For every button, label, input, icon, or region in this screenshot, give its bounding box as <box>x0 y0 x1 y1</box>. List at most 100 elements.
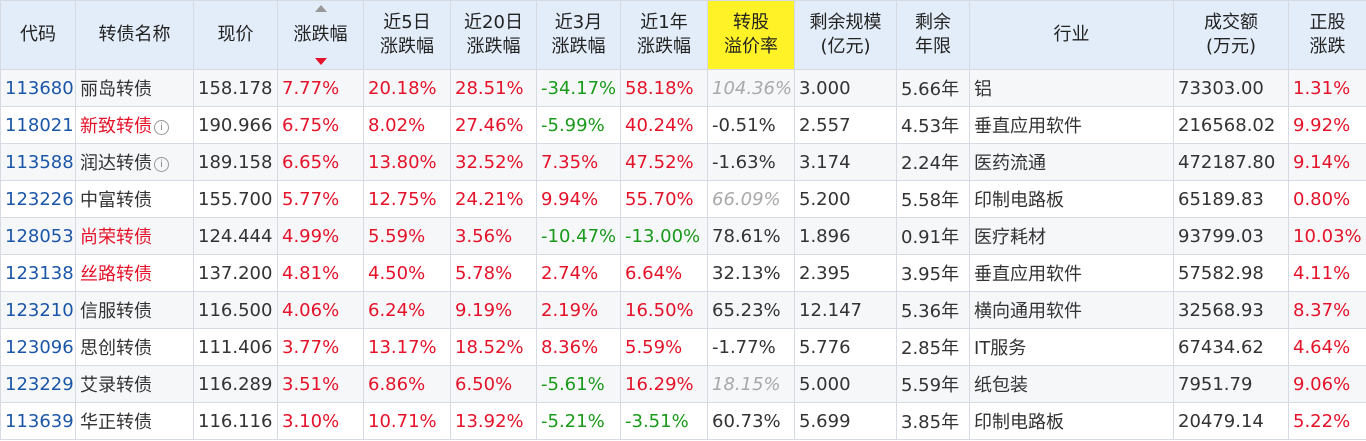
bond-code-cell[interactable]: 123229 <box>0 365 76 403</box>
header-label: 溢价率 <box>724 36 778 57</box>
change-3m-cell-text: -10.47% <box>541 225 617 247</box>
price-cell: 158.178 <box>193 69 278 107</box>
col-header-premium[interactable]: 转股 溢价率 <box>707 0 795 70</box>
change-3m-cell: 2.74% <box>536 254 621 292</box>
bond-name-cell[interactable]: 尚荣转债 <box>75 217 194 255</box>
table-row[interactable]: 118021 新致转债 i 190.966 6.75% 8.02% 27.46% -5.99%… <box>0 106 1366 144</box>
turnover-cell: 7951.79 <box>1173 365 1289 403</box>
turnover-cell: 57582.98 <box>1173 254 1289 292</box>
change-5d-cell: 6.24% <box>363 291 451 329</box>
header-label: 转股 <box>733 12 769 33</box>
col-header-industry[interactable]: 行业 <box>969 0 1174 70</box>
bond-name-cell[interactable]: 润达转债 i <box>75 143 194 181</box>
table-row[interactable]: 123226 中富转债 155.700 5.77% 12.75% 24.21% 9.94% 5… <box>0 180 1366 218</box>
years-cell: 0.91年 <box>896 217 970 255</box>
table-row[interactable]: 123096 思创转债 111.406 3.77% 13.17% 18.52% 8.36% 5… <box>0 328 1366 366</box>
bond-name-cell[interactable]: 新致转债 i <box>75 106 194 144</box>
change-3m-cell-text: -5.21% <box>541 410 605 432</box>
bond-name-cell[interactable]: 中富转债 <box>75 180 194 218</box>
change-20d-cell-text: 5.78% <box>455 262 513 284</box>
table-row[interactable]: 113680 丽岛转债 158.178 7.77% 20.18% 28.51% -34.17… <box>0 69 1366 107</box>
bond-code-cell-text: 123138 <box>5 262 74 284</box>
bond-code-cell[interactable]: 123138 <box>0 254 76 292</box>
turnover-cell-text: 216568.02 <box>1178 114 1276 136</box>
change-3m-cell-text: -34.17% <box>541 77 617 99</box>
bond-code-cell-text: 113639 <box>5 410 74 432</box>
price-cell-text: 190.966 <box>198 114 273 136</box>
col-header-20d[interactable]: 近20日 涨跌幅 <box>450 0 537 70</box>
col-header-turnover[interactable]: 成交额 (万元) <box>1173 0 1289 70</box>
scale-cell: 3.000 <box>794 69 897 107</box>
change-cell: 7.77% <box>277 69 364 107</box>
bond-code-cell[interactable]: 113588 <box>0 143 76 181</box>
turnover-cell-text: 7951.79 <box>1178 373 1253 395</box>
table-row[interactable]: 113639 华正转债 116.116 3.10% 10.71% 13.92% -5.21%… <box>0 402 1366 440</box>
turnover-cell: 216568.02 <box>1173 106 1289 144</box>
bond-name-cell[interactable]: 信服转债 <box>75 291 194 329</box>
table-row[interactable]: 123138 丝路转债 137.200 4.81% 4.50% 5.78% 2.74% 6.6… <box>0 254 1366 292</box>
col-header-1y[interactable]: 近1年 涨跌幅 <box>620 0 708 70</box>
bond-name-cell[interactable]: 丽岛转债 <box>75 69 194 107</box>
bond-name-cell-text: 新致转债 <box>80 116 152 137</box>
bond-code-cell[interactable]: 128053 <box>0 217 76 255</box>
scale-cell: 12.147 <box>794 291 897 329</box>
header-label: 成交额 <box>1204 12 1258 33</box>
col-header-5d[interactable]: 近5日 涨跌幅 <box>363 0 451 70</box>
bond-name-cell[interactable]: 艾录转债 <box>75 365 194 403</box>
bond-code-cell[interactable]: 113639 <box>0 402 76 440</box>
change-1y-cell: 16.50% <box>620 291 708 329</box>
bond-name-cell[interactable]: 华正转债 <box>75 402 194 440</box>
change-20d-cell: 3.56% <box>450 217 537 255</box>
price-cell-text: 111.406 <box>198 336 273 358</box>
stock-change-cell-text: 8.37% <box>1293 299 1351 321</box>
change-cell-text: 4.06% <box>282 299 340 321</box>
table-row[interactable]: 123210 信服转债 116.500 4.06% 6.24% 9.19% 2.19% 16.… <box>0 291 1366 329</box>
bond-code-cell-text: 128053 <box>5 225 74 247</box>
bond-name-cell[interactable]: 思创转债 <box>75 328 194 366</box>
turnover-cell: 20479.14 <box>1173 402 1289 440</box>
bond-code-cell[interactable]: 123226 <box>0 180 76 218</box>
bond-code-cell[interactable]: 118021 <box>0 106 76 144</box>
change-5d-cell: 5.59% <box>363 217 451 255</box>
change-1y-cell-text: 16.29% <box>625 373 694 395</box>
change-5d-cell-text: 20.18% <box>368 77 437 99</box>
header-label: 涨跌幅 <box>551 36 606 57</box>
change-5d-cell-text: 10.71% <box>368 410 437 432</box>
col-header-scale[interactable]: 剩余规模 (亿元) <box>794 0 897 70</box>
col-header-name[interactable]: 转债名称 <box>75 0 194 70</box>
change-20d-cell: 9.19% <box>450 291 537 329</box>
stock-change-cell-text: 4.64% <box>1293 336 1351 358</box>
premium-cell: 18.15% <box>707 365 795 403</box>
change-20d-cell-text: 9.19% <box>455 299 513 321</box>
col-header-years[interactable]: 剩余 年限 <box>896 0 970 70</box>
header-label: 近20日 <box>464 12 523 33</box>
col-header-3m[interactable]: 近3月 涨跌幅 <box>536 0 621 70</box>
bond-code-cell[interactable]: 113680 <box>0 69 76 107</box>
col-header-stock-change[interactable]: 正股 涨跌 <box>1288 0 1366 70</box>
change-5d-cell-text: 13.17% <box>368 336 437 358</box>
scale-cell: 5.200 <box>794 180 897 218</box>
bond-code-cell[interactable]: 123210 <box>0 291 76 329</box>
price-cell-text: 155.700 <box>198 188 273 210</box>
price-cell: 190.966 <box>193 106 278 144</box>
info-icon[interactable]: i <box>154 157 169 172</box>
change-1y-cell-text: 6.64% <box>625 262 683 284</box>
stock-change-cell: 5.22% <box>1288 402 1366 440</box>
header-label: 年限 <box>915 36 951 57</box>
col-header-price[interactable]: 现价 <box>193 0 278 70</box>
bond-code-cell[interactable]: 123096 <box>0 328 76 366</box>
header-label: 涨跌幅 <box>637 36 691 57</box>
table-row[interactable]: 113588 润达转债 i 189.158 6.65% 13.80% 32.52% 7.35%… <box>0 143 1366 181</box>
change-3m-cell: 2.19% <box>536 291 621 329</box>
change-3m-cell-text: 9.94% <box>541 188 599 210</box>
premium-cell: -1.63% <box>707 143 795 181</box>
table-row[interactable]: 128053 尚荣转债 124.444 4.99% 5.59% 3.56% -10.47% -… <box>0 217 1366 255</box>
table-row[interactable]: 123229 艾录转债 116.289 3.51% 6.86% 6.50% -5.61% 16… <box>0 365 1366 403</box>
scale-cell: 5.000 <box>794 365 897 403</box>
col-header-change[interactable]: 涨跌幅 <box>277 0 364 70</box>
change-20d-cell-text: 18.52% <box>455 336 524 358</box>
turnover-cell-text: 93799.03 <box>1178 225 1264 247</box>
col-header-code[interactable]: 代码 <box>0 0 76 70</box>
bond-name-cell[interactable]: 丝路转债 <box>75 254 194 292</box>
info-icon[interactable]: i <box>154 120 169 135</box>
